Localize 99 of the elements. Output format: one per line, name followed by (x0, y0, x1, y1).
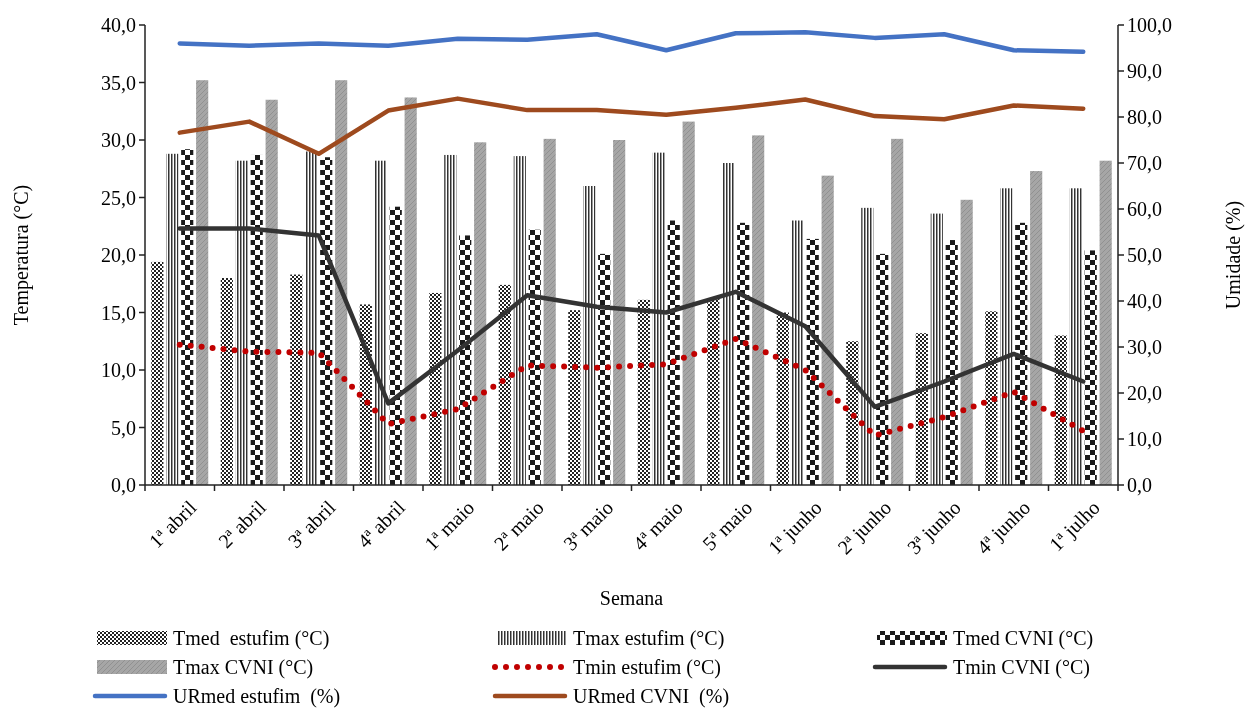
bar (1030, 171, 1043, 485)
y2-tick-label: 100,0 (1127, 14, 1172, 36)
bar (876, 253, 889, 485)
bar (1015, 222, 1028, 485)
bar (791, 220, 804, 485)
bar (151, 261, 164, 485)
bar (305, 151, 318, 485)
bar (543, 138, 556, 485)
bar (985, 311, 998, 485)
bar (335, 80, 348, 485)
bar (722, 163, 735, 485)
y2-tick-label: 0,0 (1127, 474, 1152, 496)
y2-tick-label: 60,0 (1127, 198, 1162, 220)
bar (1099, 160, 1112, 485)
legend-label: Tmin CVNI (°C) (953, 656, 1090, 679)
bar (444, 154, 457, 485)
bar (196, 80, 209, 485)
bar (930, 213, 943, 485)
y2-tick-label: 40,0 (1127, 290, 1162, 312)
bar (459, 235, 472, 485)
bar (498, 284, 511, 485)
y-tick-label: 20,0 (101, 244, 136, 266)
bar (389, 206, 402, 485)
y-axis-title: Temperatura (°C) (10, 184, 33, 326)
bar (166, 153, 179, 485)
bar (528, 229, 541, 485)
y2-tick-label: 90,0 (1127, 60, 1162, 82)
y2-tick-label: 10,0 (1127, 428, 1162, 450)
bar (1069, 188, 1082, 485)
y-tick-label: 5,0 (111, 416, 136, 439)
bar (637, 299, 650, 485)
legend-label: Tmed estufim (°C) (173, 627, 330, 650)
bar (1054, 335, 1067, 485)
x-tick-label: 5ª maio (698, 496, 757, 555)
bar (250, 154, 263, 485)
y2-axis-title: Umidade (%) (1222, 200, 1245, 310)
x-tick-label: 3ª abril (283, 495, 340, 553)
x-tick-label: 1ª abril (144, 495, 201, 553)
line-series (177, 30, 1086, 54)
x-tick-label: 3ª maio (559, 496, 618, 555)
x-tick-label: 2ª abril (213, 495, 271, 553)
bar (235, 160, 248, 485)
y-tick-label: 35,0 (101, 71, 136, 94)
legend-label: Tmed CVNI (°C) (953, 627, 1094, 650)
bar (583, 186, 596, 485)
y-tick-label: 0,0 (111, 474, 136, 496)
line-series (177, 226, 1086, 410)
bar (806, 238, 819, 485)
bar (474, 142, 487, 485)
bar (374, 160, 387, 485)
bar (960, 199, 973, 485)
bar (513, 156, 526, 485)
x-tick-label: 2ª maio (489, 496, 548, 555)
y2-tick-label: 50,0 (1127, 244, 1162, 266)
line-series (177, 96, 1086, 157)
bar (821, 175, 834, 485)
bar (682, 121, 695, 485)
bar (290, 274, 303, 485)
bar (359, 304, 372, 485)
bar (846, 341, 859, 485)
bar (707, 298, 720, 485)
x-tick-label: 4ª maio (628, 496, 687, 555)
x-tick-label: 1ª maio (420, 496, 479, 555)
bar (945, 240, 958, 485)
bar (320, 157, 333, 485)
legend-label: Tmax estufim (°C) (573, 627, 725, 650)
bar (613, 140, 626, 485)
bar (752, 135, 765, 485)
y-tick-label: 30,0 (101, 129, 136, 151)
bar (598, 253, 611, 485)
bar (181, 149, 194, 485)
y2-tick-label: 20,0 (1127, 382, 1162, 404)
legend-label: URmed CVNI (%) (573, 685, 730, 708)
bar (652, 152, 665, 485)
legend-label: URmed estufim (%) (173, 685, 341, 708)
y-tick-label: 10,0 (101, 359, 136, 381)
bar (737, 222, 750, 485)
bar (1084, 250, 1097, 485)
bar (861, 207, 874, 485)
bar (776, 312, 789, 485)
legend-label: Tmin estufim (°C) (573, 656, 721, 679)
y-tick-label: 15,0 (101, 301, 136, 324)
y2-tick-label: 30,0 (1127, 336, 1162, 358)
y-tick-label: 40,0 (101, 14, 136, 36)
x-axis-title: Semana (599, 587, 664, 609)
x-tick-label: 4ª abril (352, 495, 410, 553)
y2-tick-label: 70,0 (1127, 152, 1162, 174)
bar (429, 292, 442, 485)
legend-label: Tmax CVNI (°C) (173, 656, 314, 679)
bar (404, 97, 417, 485)
bar (915, 333, 928, 485)
bar (667, 220, 680, 485)
bar (568, 310, 581, 485)
bar (891, 138, 904, 485)
bar (1000, 188, 1013, 485)
y2-tick-label: 80,0 (1127, 106, 1162, 128)
y-tick-label: 25,0 (101, 186, 136, 209)
bar (220, 278, 233, 485)
bar (265, 99, 278, 485)
